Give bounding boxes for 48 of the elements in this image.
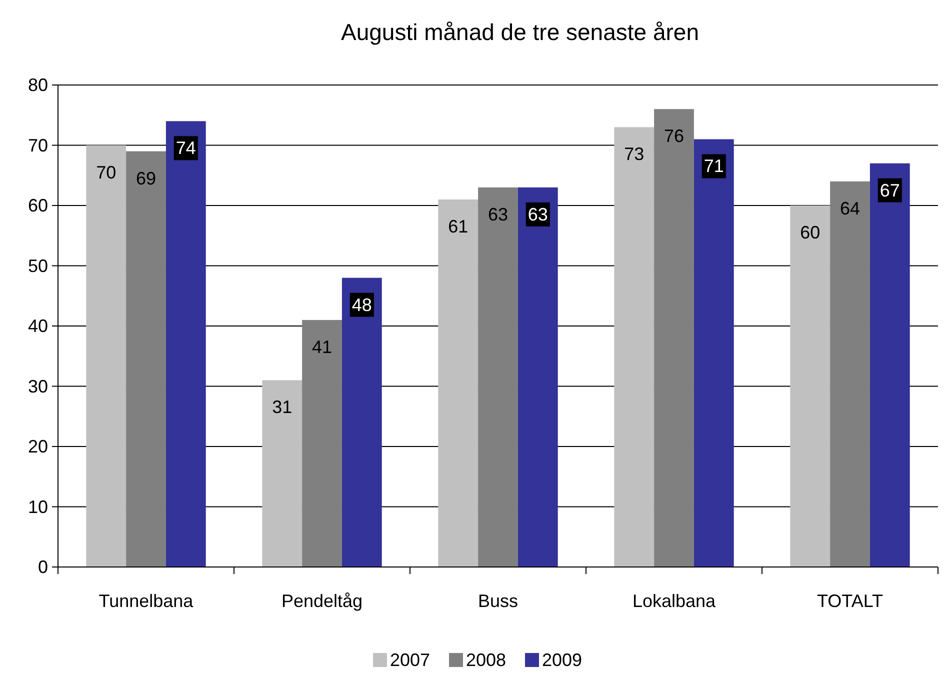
x-tick-label: Buss — [478, 591, 518, 611]
y-tick-label: 0 — [38, 557, 48, 577]
chart-title: Augusti månad de tre senaste åren — [340, 19, 700, 45]
bar — [830, 181, 870, 567]
bar — [126, 151, 166, 567]
data-label: 74 — [176, 138, 196, 158]
bar — [614, 127, 654, 567]
x-tick-label: Pendeltåg — [281, 591, 363, 611]
legend-label: 2009 — [542, 650, 582, 670]
bar — [518, 187, 558, 567]
y-tick-label: 80 — [28, 75, 48, 95]
bar — [790, 206, 830, 567]
data-label: 67 — [880, 180, 900, 200]
legend-label: 2007 — [390, 650, 430, 670]
data-label: 60 — [800, 222, 820, 242]
x-tick-label: TOTALT — [816, 591, 884, 611]
data-label: 31 — [272, 397, 292, 418]
data-label: 63 — [528, 204, 548, 224]
bar — [654, 109, 694, 567]
y-tick-label: 60 — [28, 196, 48, 216]
bar — [86, 145, 126, 567]
bar — [478, 187, 518, 567]
data-label: 71 — [704, 156, 724, 176]
bar — [438, 199, 478, 567]
legend-label: 2008 — [466, 650, 506, 670]
data-label: 69 — [136, 168, 156, 188]
bar — [694, 139, 734, 567]
data-label: 63 — [488, 204, 508, 224]
data-label: 70 — [96, 162, 116, 182]
bar — [262, 380, 302, 567]
data-label: 64 — [840, 198, 860, 218]
data-label: 61 — [448, 216, 468, 236]
y-tick-label: 50 — [28, 256, 48, 276]
data-label: 73 — [624, 144, 644, 164]
x-tick-label: Tunnelbana — [98, 591, 194, 611]
y-tick-label: 20 — [28, 436, 48, 456]
y-tick-label: 40 — [28, 316, 48, 336]
x-tick-label: Lokalbana — [632, 591, 717, 611]
bar — [302, 320, 342, 567]
data-label: 76 — [664, 126, 684, 146]
y-tick-label: 70 — [28, 135, 48, 156]
y-tick-label: 30 — [28, 376, 48, 396]
data-label: 48 — [352, 294, 372, 315]
data-label: 41 — [312, 336, 332, 357]
bar — [870, 163, 910, 567]
bar — [342, 278, 382, 567]
y-tick-label: 10 — [28, 496, 48, 517]
bar — [166, 121, 206, 567]
